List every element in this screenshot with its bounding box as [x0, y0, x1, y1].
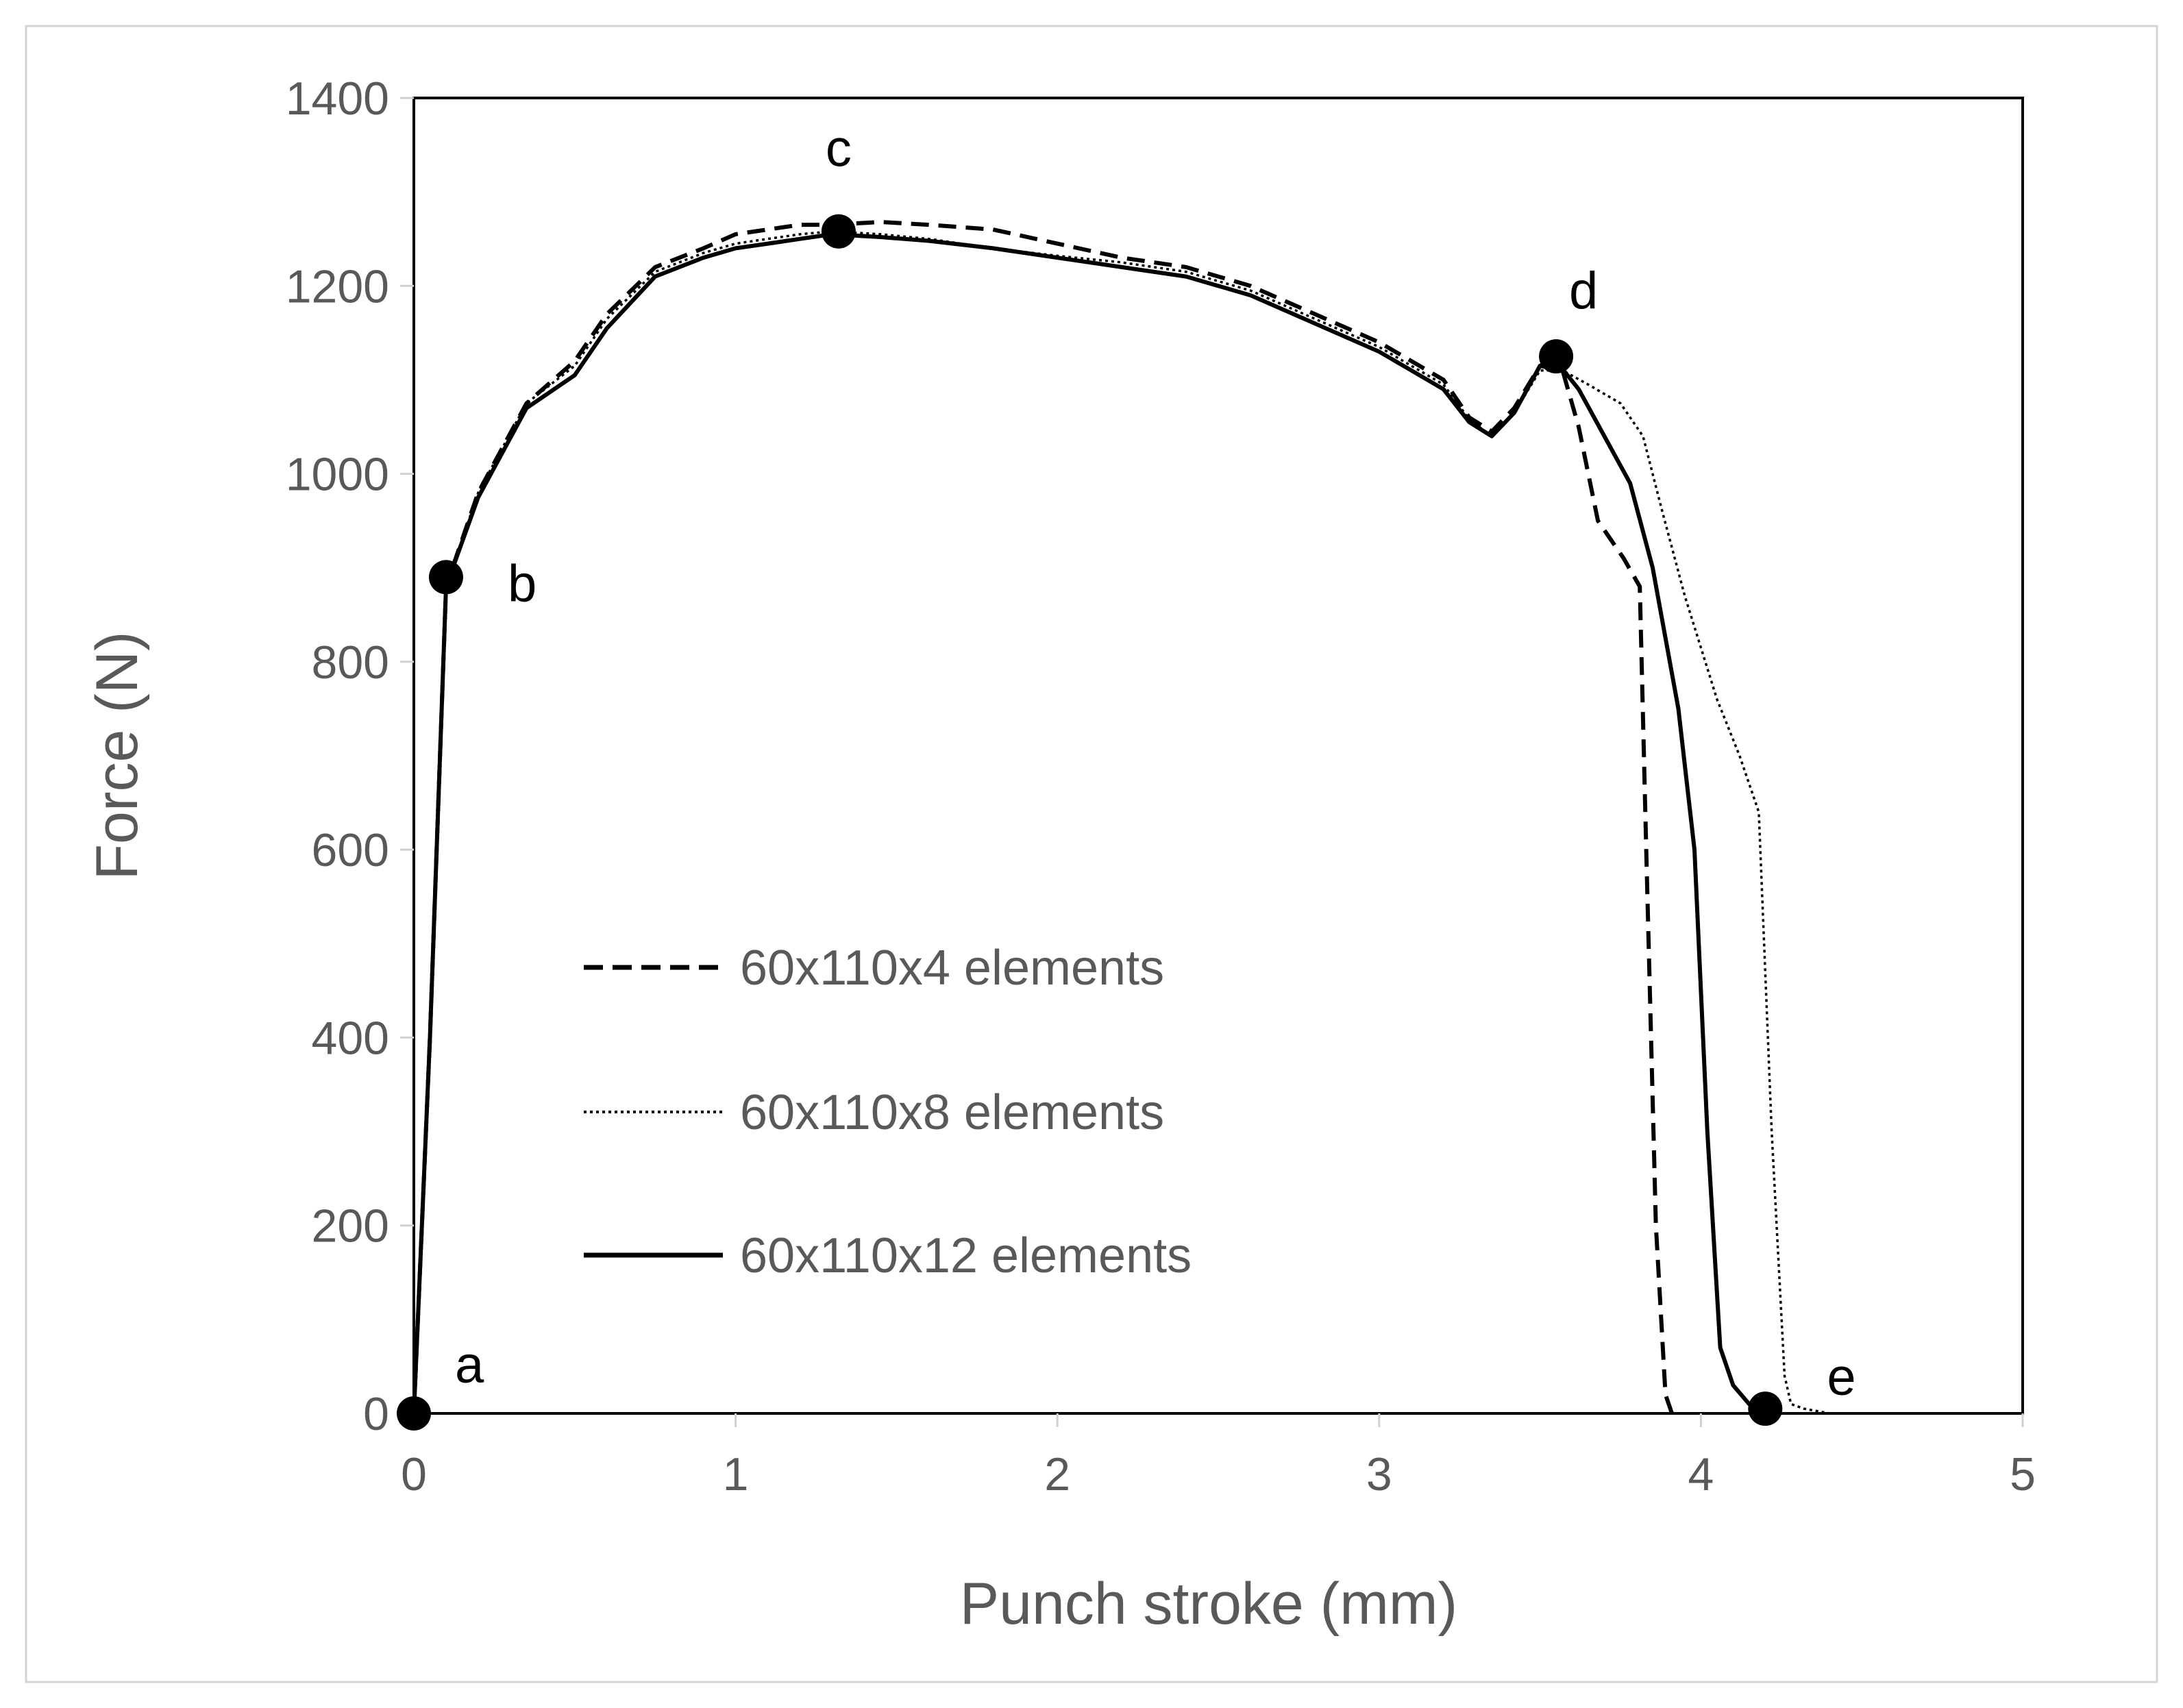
- y-axis-title: Force (N): [84, 631, 150, 880]
- legend-label-series-3: 60x110x12 elements: [740, 1228, 1192, 1283]
- point-marker-e: [1748, 1391, 1783, 1426]
- point-label-d: d: [1569, 262, 1598, 320]
- y-tick-label: 800: [312, 636, 389, 689]
- x-tick-label: 4: [1688, 1448, 1714, 1500]
- y-tick-label: 600: [312, 824, 389, 876]
- y-axis-ticks: 0 200 400 600 800 1000 1200 1400: [286, 73, 414, 1440]
- x-tick-label: 3: [1366, 1448, 1392, 1500]
- y-tick-label: 1000: [286, 449, 389, 501]
- y-tick-label: 0: [363, 1388, 389, 1440]
- legend: 60x110x4 elements 60x110x8 elements 60x1…: [584, 941, 1192, 1283]
- y-tick-label: 1400: [286, 73, 389, 125]
- x-axis-title: Punch stroke (mm): [960, 1571, 1457, 1637]
- series-line-3: [412, 232, 1766, 1415]
- x-tick-label: 0: [401, 1448, 427, 1500]
- chart-frame: [25, 25, 2158, 1683]
- legend-label-series-2: 60x110x8 elements: [740, 1085, 1164, 1140]
- annotation-markers: a b c d e: [397, 120, 1856, 1431]
- point-label-c: c: [826, 120, 852, 178]
- y-tick-label: 200: [312, 1200, 389, 1252]
- series-layer: [412, 220, 1830, 1415]
- point-marker-a: [397, 1396, 431, 1431]
- point-marker-d: [1539, 339, 1574, 374]
- x-tick-label: 2: [1044, 1448, 1070, 1500]
- series-line-2: [412, 230, 1830, 1415]
- legend-label-series-1: 60x110x4 elements: [740, 941, 1164, 995]
- x-axis-ticks: 0 1 2 3 4 5: [401, 1413, 2036, 1500]
- point-label-b: b: [508, 554, 536, 612]
- point-marker-c: [821, 214, 856, 249]
- x-tick-label: 1: [723, 1448, 749, 1500]
- plot-area-border: [412, 97, 2024, 1415]
- point-label-a: a: [455, 1336, 484, 1394]
- point-label-e: e: [1827, 1348, 1855, 1407]
- x-tick-label: 5: [2010, 1448, 2036, 1500]
- point-marker-b: [428, 560, 463, 595]
- series-line-1: [412, 220, 1674, 1414]
- y-tick-label: 400: [312, 1012, 389, 1064]
- y-tick-label: 1200: [286, 260, 389, 312]
